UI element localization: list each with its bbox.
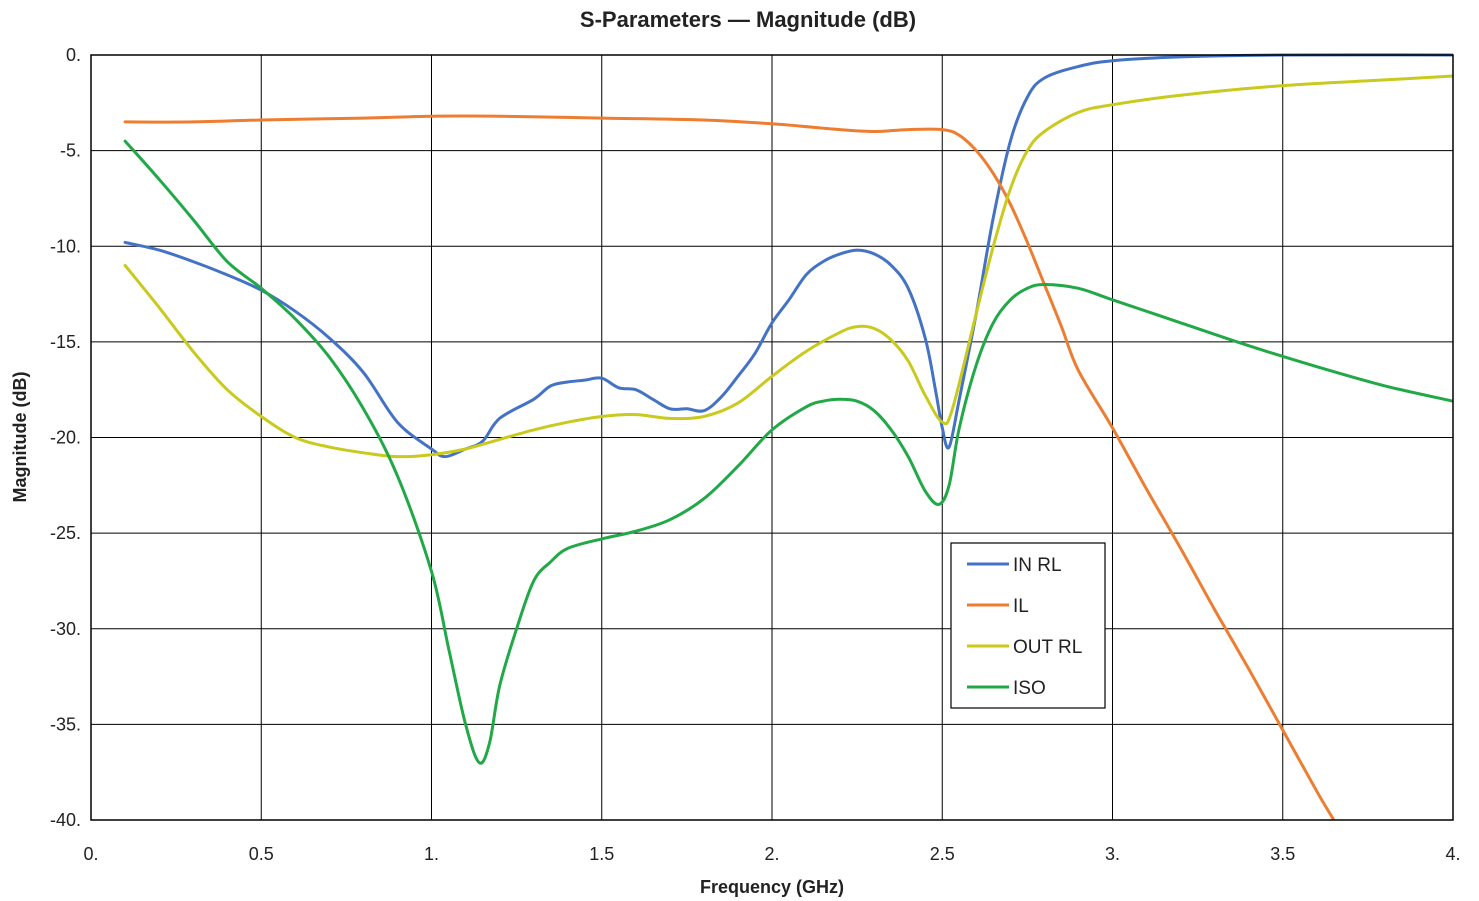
legend-label: OUT RL	[1013, 637, 1082, 658]
x-tick-label: 3.5	[1270, 844, 1295, 864]
y-axis-ticks: 0. -5. -10. -15. -20. -25. -30. -35. -40.	[50, 45, 81, 830]
y-tick-label: -10.	[50, 236, 81, 256]
x-tick-label: 0.5	[249, 844, 274, 864]
x-tick-label: 2.	[764, 844, 779, 864]
series-line-out-rl	[123, 74, 1453, 459]
y-tick-label: -30.	[50, 619, 81, 639]
y-tick-label: -25.	[50, 523, 81, 543]
y-tick-label: -5.	[60, 141, 81, 161]
x-tick-label: 4.	[1445, 844, 1460, 864]
y-tick-label: -15.	[50, 332, 81, 352]
x-tick-label: 3.	[1105, 844, 1120, 864]
y-tick-label: 0.	[66, 45, 81, 65]
x-axis-ticks: 0. 0.5 1. 1.5 2. 2.5 3. 3.5 4.	[83, 844, 1460, 864]
legend: IN RL IL OUT RL ISO	[950, 542, 1106, 709]
x-tick-label: 1.5	[589, 844, 614, 864]
plot-border	[90, 54, 1454, 821]
series-line-il	[123, 114, 1336, 820]
legend-label: IN RL	[1013, 555, 1062, 576]
legend-box	[950, 542, 1106, 709]
x-tick-label: 2.5	[930, 844, 955, 864]
x-tick-label: 0.	[83, 844, 98, 864]
legend-label: IL	[1013, 596, 1029, 617]
x-tick-label: 1.	[424, 844, 439, 864]
series-line-iso	[123, 139, 1453, 765]
y-axis-label: Magnitude (dB)	[10, 372, 30, 503]
series-line-in-rl	[123, 53, 1453, 459]
y-tick-label: -35.	[50, 714, 81, 734]
y-tick-label: -40.	[50, 810, 81, 830]
chart-title: S-Parameters — Magnitude (dB)	[580, 7, 916, 32]
y-tick-label: -20.	[50, 428, 81, 448]
legend-label: ISO	[1013, 678, 1046, 699]
x-axis-label: Frequency (GHz)	[700, 877, 844, 897]
series-layer	[123, 53, 1453, 820]
